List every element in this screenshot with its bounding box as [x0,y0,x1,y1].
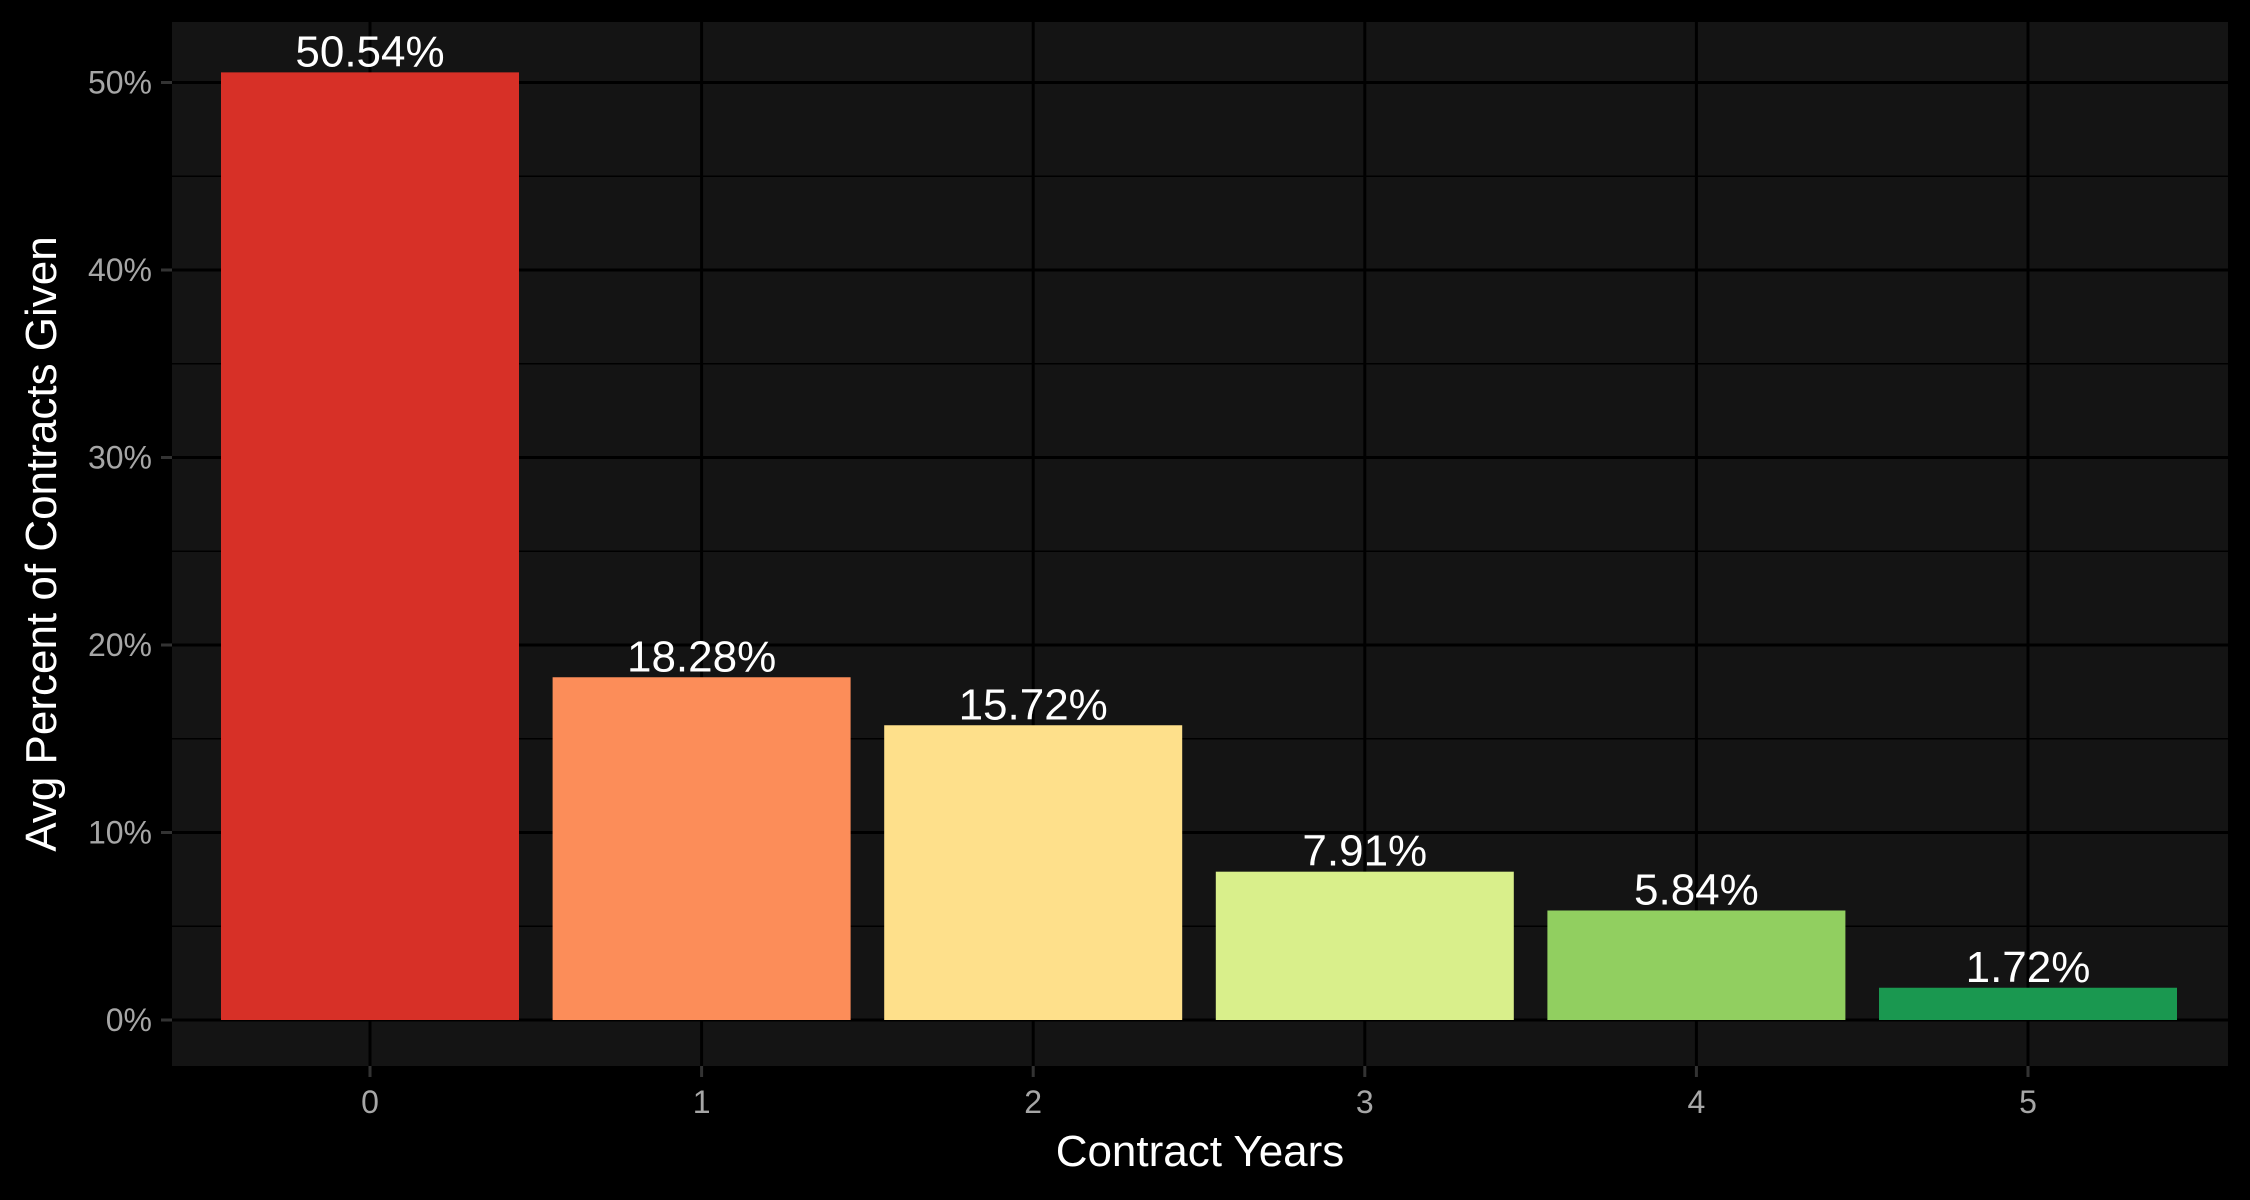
data-labels: 50.54% 18.28% 15.72% 7.91% 5.84% 1.72% [295,27,2090,991]
y-tick-label: 40% [88,252,152,288]
data-label-2: 15.72% [959,680,1108,729]
x-tick-label: 2 [1024,1084,1042,1120]
bar-5 [1879,987,2177,1020]
x-axis: 0 1 2 3 4 5 [361,1066,2037,1120]
data-label-1: 18.28% [627,632,776,681]
x-tick-label: 3 [1356,1084,1374,1120]
bar-3 [1215,871,1514,1020]
y-tick-label: 20% [88,627,152,663]
x-tick-label: 4 [1688,1084,1706,1120]
y-tick-label: 10% [88,815,152,851]
x-tick-label: 1 [693,1084,711,1120]
y-tick-label: 30% [88,440,152,476]
bar-2 [884,725,1183,1020]
data-label-4: 5.84% [1634,866,1759,915]
bars [221,72,2177,1020]
data-label-5: 1.72% [1966,943,2091,992]
y-tick-label: 50% [88,65,152,101]
y-axis: 0% 10% 20% 30% 40% 50% [88,65,172,1038]
y-tick-label: 0% [106,1002,152,1038]
data-label-0: 50.54% [295,27,444,76]
bar-1 [552,677,851,1020]
x-axis-title: Contract Years [1056,1127,1345,1176]
x-tick-label: 0 [361,1084,379,1120]
y-axis-title: Avg Percent of Contracts Given [17,236,66,851]
x-tick-label: 5 [2019,1084,2037,1120]
bar-4 [1547,910,1846,1020]
data-label-3: 7.91% [1302,827,1427,876]
bar-0 [221,72,519,1020]
